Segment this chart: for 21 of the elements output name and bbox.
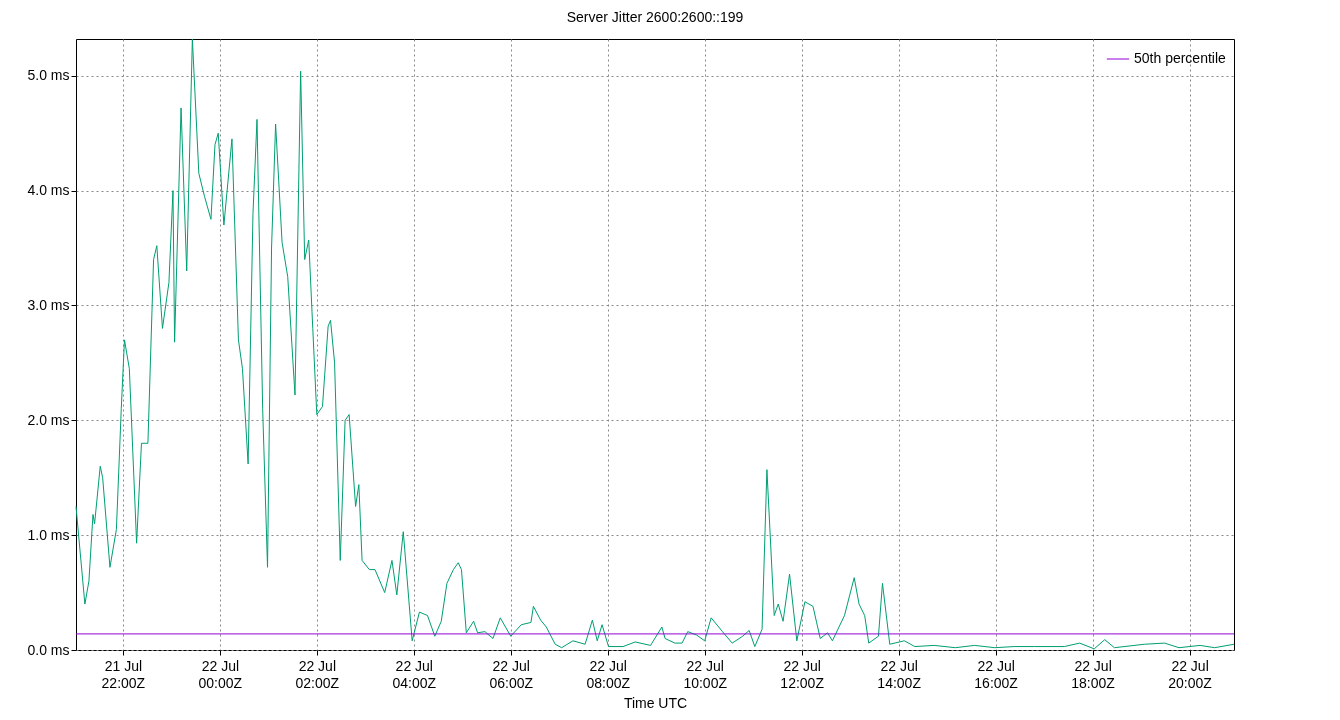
y-tick-label: 0.0 ms [27, 641, 70, 658]
y-tick-label: 1.0 ms [27, 526, 70, 543]
y-tick-label: 2.0 ms [27, 411, 70, 428]
x-tick-label: 21 Jul 22:00Z [101, 657, 146, 691]
y-tick-label: 3.0 ms [27, 296, 70, 313]
legend-label: 50th percentile [1134, 50, 1227, 66]
x-tick-label: 22 Jul 02:00Z [295, 657, 340, 691]
x-tick-label: 22 Jul 20:00Z [1168, 657, 1213, 691]
x-tick-label: 22 Jul 06:00Z [489, 657, 534, 691]
x-tick-label: 22 Jul 12:00Z [780, 657, 825, 691]
x-tick-label: 22 Jul 04:00Z [392, 657, 437, 691]
x-tick-label: 22 Jul 14:00Z [877, 657, 922, 691]
x-tick-label: 22 Jul 10:00Z [683, 657, 728, 691]
x-axis-title: Time UTC [623, 694, 688, 711]
x-tick-label: 22 Jul 08:00Z [586, 657, 631, 691]
x-tick-label: 22 Jul 18:00Z [1071, 657, 1116, 691]
chart-title: Server Jitter 2600:2600::199 [566, 8, 744, 25]
x-tick-label: 22 Jul 16:00Z [974, 657, 1019, 691]
y-tick-label: 4.0 ms [27, 182, 70, 199]
x-tick-label: 22 Jul 00:00Z [198, 657, 243, 691]
y-tick-label: 5.0 ms [27, 67, 70, 84]
